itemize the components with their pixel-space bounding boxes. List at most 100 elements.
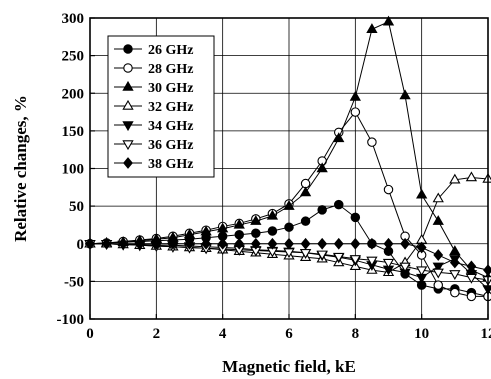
data-point (300, 216, 311, 226)
data-point (333, 237, 344, 250)
data-point (183, 228, 196, 239)
data-point (432, 215, 444, 225)
data-point (482, 172, 491, 183)
x-tick-label: 12 (481, 326, 491, 342)
data-point (349, 255, 361, 265)
legend-marker (122, 121, 134, 132)
legend-label: 34 GHz (148, 119, 194, 134)
series-38-ghz (85, 237, 491, 276)
data-point (101, 237, 112, 250)
tick-layer: 0 2 4 6 8 10 12 -100 -50 0 50 100 150 200 250 300 (57, 11, 491, 342)
data-point (250, 237, 261, 250)
y-tick-label: 150 (62, 124, 85, 140)
data-point (432, 192, 444, 203)
x-tick-label: 2 (153, 326, 161, 342)
data-point (350, 212, 361, 223)
data-point (317, 237, 328, 250)
data-point (465, 273, 478, 284)
legend: 26 GHz 28 GHz 30 GHz 32 GHz 34 GHz 36 GHz 38 G… (107, 35, 215, 178)
data-point (450, 287, 460, 298)
data-point (449, 245, 461, 255)
x-tick-label: 8 (352, 326, 360, 342)
legend-marker (122, 99, 134, 110)
data-point (333, 199, 344, 210)
legend-label: 26 GHz (148, 43, 194, 58)
data-point (284, 237, 294, 250)
data-point (233, 218, 245, 229)
data-point (299, 186, 312, 197)
data-point (316, 250, 328, 261)
y-tick-label: 200 (62, 86, 85, 102)
data-point (333, 132, 345, 143)
legend-marker (122, 80, 134, 91)
data-point (350, 237, 361, 250)
legend-label: 36 GHz (148, 138, 194, 153)
data-point (366, 23, 378, 33)
x-tick-label: 4 (219, 326, 227, 342)
data-point (250, 215, 262, 225)
data-point (416, 266, 428, 277)
legend-label: 30 GHz (148, 81, 194, 96)
y-axis-title: Relative changes, % (11, 95, 30, 242)
data-point (383, 237, 394, 250)
y-tick-label: 250 (62, 49, 85, 65)
data-point (399, 262, 411, 273)
y-tick-label: 300 (62, 11, 85, 27)
legend-label: 32 GHz (148, 100, 194, 115)
data-point (217, 222, 229, 233)
data-point (400, 237, 411, 250)
data-point (316, 162, 328, 173)
data-point (432, 262, 444, 273)
y-tick-label: 100 (62, 162, 85, 178)
data-point (333, 252, 345, 263)
data-point (433, 280, 443, 290)
data-point (449, 256, 460, 269)
data-point (449, 173, 461, 184)
x-tick-label: 0 (86, 326, 94, 342)
data-point (449, 270, 461, 280)
data-point (466, 260, 477, 273)
x-axis-title: Magnetic field, kE (222, 357, 356, 376)
data-point (382, 258, 395, 269)
data-point (167, 237, 178, 250)
y-tick-label: -50 (64, 274, 84, 290)
data-point (466, 291, 477, 302)
data-point (299, 249, 312, 259)
data-point (151, 237, 162, 250)
x-tick-label: 10 (414, 326, 429, 342)
data-point (416, 241, 427, 254)
data-point (217, 237, 228, 250)
data-point (367, 137, 377, 147)
data-point (399, 89, 411, 100)
data-point (234, 237, 245, 250)
data-point (283, 200, 295, 210)
data-point (118, 237, 129, 250)
y-tick-label: 50 (69, 199, 84, 215)
data-point (465, 171, 478, 182)
data-point (350, 107, 361, 117)
data-point (382, 15, 395, 26)
legend-label: 38 GHz (148, 157, 194, 172)
data-point (284, 222, 294, 232)
legend-marker (123, 63, 133, 73)
data-point (266, 209, 279, 220)
y-tick-label: 0 (77, 237, 85, 253)
data-point (200, 225, 212, 236)
data-point (317, 205, 327, 215)
data-point (251, 228, 261, 238)
x-tick-label: 6 (285, 326, 293, 342)
data-point (201, 237, 212, 250)
legend-marker (123, 44, 133, 54)
data-point (184, 237, 195, 250)
legend-label: 28 GHz (148, 62, 194, 77)
data-point (432, 268, 444, 279)
data-point (234, 229, 245, 240)
data-point (267, 237, 278, 250)
series-layer (84, 15, 491, 302)
data-point (433, 249, 444, 261)
legend-marker (122, 140, 134, 151)
data-point (366, 237, 377, 250)
y-tick-label: -100 (57, 312, 85, 328)
data-point (366, 256, 378, 267)
